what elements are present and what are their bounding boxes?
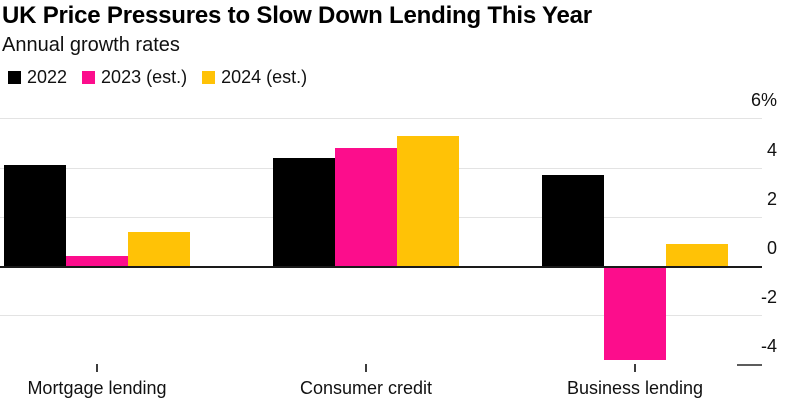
x-axis-label-business: Business lending bbox=[566, 378, 704, 398]
legend-label: 2024 (est.) bbox=[221, 67, 308, 87]
bar-mortgage-2023 bbox=[66, 256, 128, 266]
chart-title: UK Price Pressures to Slow Down Lending … bbox=[2, 2, 592, 29]
x-axis-label-mortgage: Mortgage lending bbox=[27, 378, 167, 398]
legend-label: 2022 bbox=[27, 67, 68, 87]
bar-business-2024 bbox=[666, 243, 728, 266]
bar-business-2023 bbox=[604, 266, 666, 360]
bar-mortgage-2022 bbox=[4, 165, 66, 266]
bar-consumer-2023 bbox=[335, 147, 397, 266]
bar-mortgage-2024 bbox=[128, 231, 190, 266]
y-axis-label-2: 2 bbox=[766, 188, 777, 209]
legend-swatch-icon bbox=[8, 70, 21, 84]
x-axis-label-consumer: Consumer credit bbox=[299, 378, 433, 398]
y-axis-label--4: -4 bbox=[760, 336, 777, 357]
gridline-6 bbox=[0, 118, 762, 120]
x-axis-tick-business bbox=[634, 364, 636, 372]
x-axis-tick-mortgage bbox=[96, 364, 98, 372]
bar-consumer-2024 bbox=[397, 135, 459, 266]
x-axis-tick-consumer bbox=[365, 364, 367, 372]
legend-item-2022: 2022 bbox=[8, 66, 67, 88]
zero-gridline bbox=[0, 266, 762, 268]
gridline--2 bbox=[0, 315, 762, 317]
legend-item-2023-est-: 2023 (est.) bbox=[82, 66, 187, 88]
legend-swatch-icon bbox=[82, 70, 96, 84]
y-axis-label-0: 0 bbox=[766, 238, 777, 258]
y-axis-label--2: -2 bbox=[760, 287, 777, 308]
y-axis-label-6pct: 6% bbox=[750, 90, 777, 111]
bar-consumer-2022 bbox=[273, 157, 335, 266]
legend: 2022 2023 (est.) 2024 (est.) bbox=[8, 64, 307, 90]
y-axis-label-4: 4 bbox=[766, 139, 777, 160]
legend-swatch-icon bbox=[202, 70, 216, 84]
axis-min-marker bbox=[737, 364, 762, 367]
chart-subtitle: Annual growth rates bbox=[2, 34, 180, 56]
legend-label: 2023 (est.) bbox=[101, 67, 188, 87]
bar-business-2022 bbox=[542, 175, 604, 266]
legend-item-2024-est-: 2024 (est.) bbox=[202, 66, 307, 88]
